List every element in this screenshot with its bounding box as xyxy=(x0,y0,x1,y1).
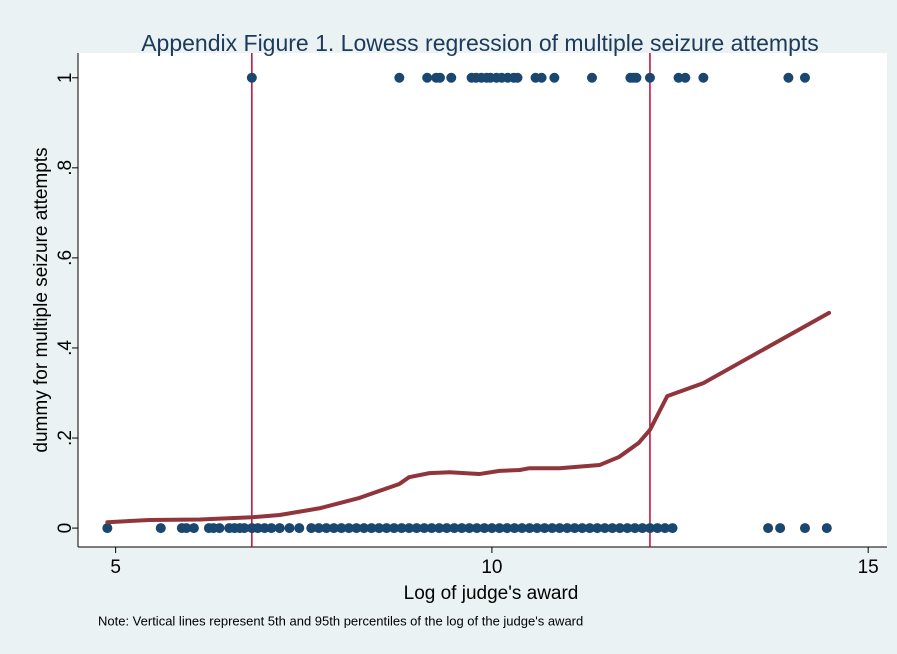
point xyxy=(336,523,347,534)
point xyxy=(667,523,678,534)
point xyxy=(562,523,573,534)
point xyxy=(524,523,535,534)
y-tick-label: 0 xyxy=(55,523,76,534)
point xyxy=(306,523,317,534)
point xyxy=(698,72,709,83)
point xyxy=(404,523,415,534)
point xyxy=(592,523,603,534)
point xyxy=(422,72,433,83)
point xyxy=(637,523,648,534)
point xyxy=(321,523,332,534)
point xyxy=(763,523,774,534)
point xyxy=(659,523,670,534)
point xyxy=(775,523,786,534)
point xyxy=(464,523,475,534)
point xyxy=(358,523,369,534)
point xyxy=(328,523,339,534)
lowess-line xyxy=(105,310,832,525)
point xyxy=(426,523,437,534)
point xyxy=(532,523,543,534)
point xyxy=(569,523,580,534)
point xyxy=(512,72,523,83)
point xyxy=(821,523,832,534)
point xyxy=(366,523,377,534)
point xyxy=(434,523,445,534)
point xyxy=(374,523,385,534)
point xyxy=(214,523,225,534)
point xyxy=(554,523,565,534)
y-tick-label: .6 xyxy=(55,250,76,266)
note: Note: Vertical lines represent 5th and 9… xyxy=(98,613,583,628)
point xyxy=(644,523,655,534)
point xyxy=(547,523,558,534)
point xyxy=(449,523,460,534)
point xyxy=(389,523,400,534)
point xyxy=(479,523,490,534)
point xyxy=(622,523,633,534)
point xyxy=(396,523,407,534)
point xyxy=(783,72,794,83)
point xyxy=(274,523,285,534)
point xyxy=(419,523,430,534)
point xyxy=(456,523,467,534)
point xyxy=(607,523,618,534)
y-tick-label: .2 xyxy=(55,430,76,446)
point xyxy=(381,523,392,534)
point xyxy=(486,523,497,534)
y-tick-label: .8 xyxy=(55,160,76,176)
point xyxy=(266,523,277,534)
y-axis-label: dummy for multiple seizure attempts xyxy=(31,147,52,452)
point xyxy=(586,72,597,83)
point xyxy=(471,523,482,534)
point xyxy=(799,72,810,83)
point xyxy=(549,72,560,83)
x-tick-label: 5 xyxy=(110,557,121,578)
point xyxy=(411,523,422,534)
point xyxy=(394,72,405,83)
point xyxy=(294,523,305,534)
point xyxy=(631,72,642,83)
plot-area xyxy=(78,53,887,547)
point xyxy=(446,72,457,83)
point xyxy=(517,523,528,534)
point xyxy=(599,523,610,534)
point xyxy=(284,523,295,534)
point xyxy=(539,523,550,534)
point xyxy=(441,523,452,534)
point xyxy=(239,523,250,534)
point xyxy=(644,72,655,83)
x-axis-label: Log of judge's award xyxy=(404,583,579,604)
point xyxy=(614,523,625,534)
point xyxy=(246,72,257,83)
point xyxy=(343,523,354,534)
point xyxy=(494,523,505,534)
point xyxy=(501,523,512,534)
point xyxy=(313,523,324,534)
point xyxy=(652,523,663,534)
point xyxy=(434,72,445,83)
point xyxy=(629,523,640,534)
chart-title: Appendix Figure 1. Lowess regression of … xyxy=(141,30,819,56)
point xyxy=(188,523,199,534)
point xyxy=(799,523,810,534)
point xyxy=(155,523,166,534)
point xyxy=(181,523,192,534)
y-tick-label: .4 xyxy=(55,340,76,356)
point xyxy=(584,523,595,534)
point xyxy=(680,72,691,83)
y-tick-label: 1 xyxy=(55,72,76,83)
point xyxy=(536,72,547,83)
point xyxy=(577,523,588,534)
point xyxy=(102,523,113,534)
point xyxy=(351,523,362,534)
x-tick-label: 10 xyxy=(481,557,502,578)
x-tick-label: 15 xyxy=(858,557,879,578)
point xyxy=(509,523,520,534)
